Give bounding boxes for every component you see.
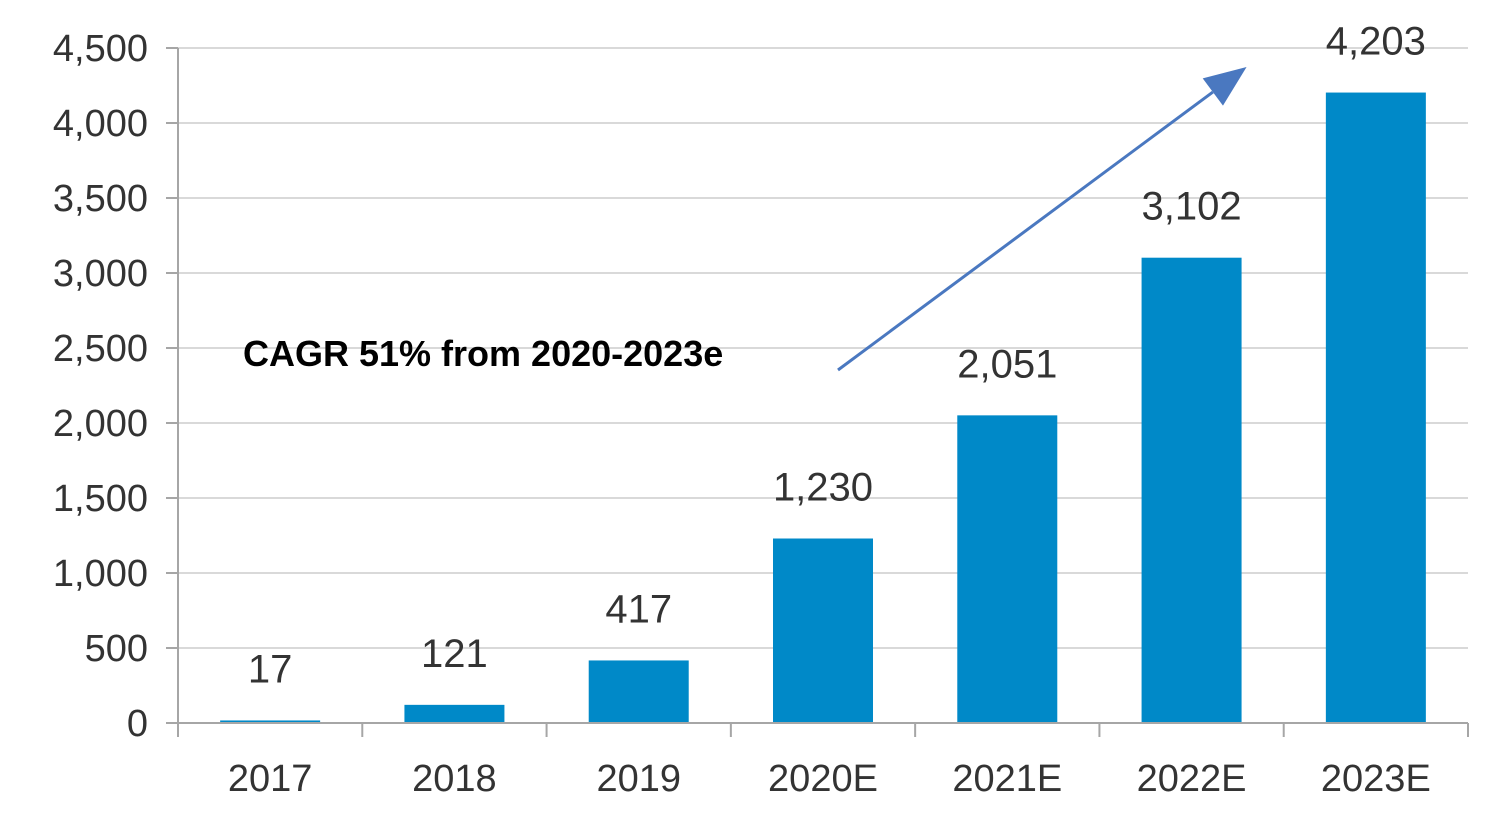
data-label: 417 (605, 587, 672, 631)
data-label: 4,203 (1326, 20, 1426, 64)
y-tick-label: 1,500 (53, 478, 148, 520)
bar-2019 (588, 660, 689, 723)
data-label: 17 (248, 647, 293, 691)
y-tick-label: 4,000 (53, 103, 148, 145)
cagr-arrow-head (1202, 67, 1247, 106)
bar-2023E (1325, 92, 1426, 724)
x-tick-label: 2018 (412, 758, 497, 800)
x-tick-label: 2021E (952, 758, 1062, 800)
y-tick-label: 1,000 (53, 553, 148, 595)
bars (220, 92, 1426, 724)
y-tick-label: 2,000 (53, 403, 148, 445)
data-label: 3,102 (1142, 185, 1242, 229)
bar-2020E (773, 538, 873, 723)
x-tick-label: 2019 (596, 758, 681, 800)
labels: 0 500 1,000 1,500 2,000 2,500 3,000 3,500 4,000 4… (53, 20, 1431, 800)
bar-2017 (220, 720, 321, 723)
x-tick-label: 2022E (1137, 758, 1247, 800)
bar-2022E (1141, 257, 1242, 723)
cagr-arrow (837, 90, 1214, 372)
y-tick-label: 500 (85, 628, 148, 670)
data-label: 2,051 (957, 342, 1057, 386)
gridlines (178, 47, 1468, 649)
data-label: 1,230 (773, 466, 873, 510)
bar-2018 (404, 704, 505, 723)
y-tick-label: 2,500 (53, 328, 148, 370)
x-tick-label: 2017 (228, 758, 313, 800)
data-label: 121 (421, 632, 488, 676)
x-tick-label: 2020E (768, 758, 878, 800)
y-tick-label: 3,000 (53, 253, 148, 295)
bar-2021E (957, 415, 1058, 723)
y-tick-label: 4,500 (53, 28, 148, 70)
x-tick-label: 2023E (1321, 758, 1431, 800)
axes (166, 47, 1469, 737)
y-tick-label: 3,500 (53, 178, 148, 220)
y-tick-label: 0 (127, 703, 148, 745)
cagr-annotation: CAGR 51% from 2020-2023e (243, 67, 1247, 374)
cagr-annotation-text: CAGR 51% from 2020-2023e (243, 333, 723, 374)
